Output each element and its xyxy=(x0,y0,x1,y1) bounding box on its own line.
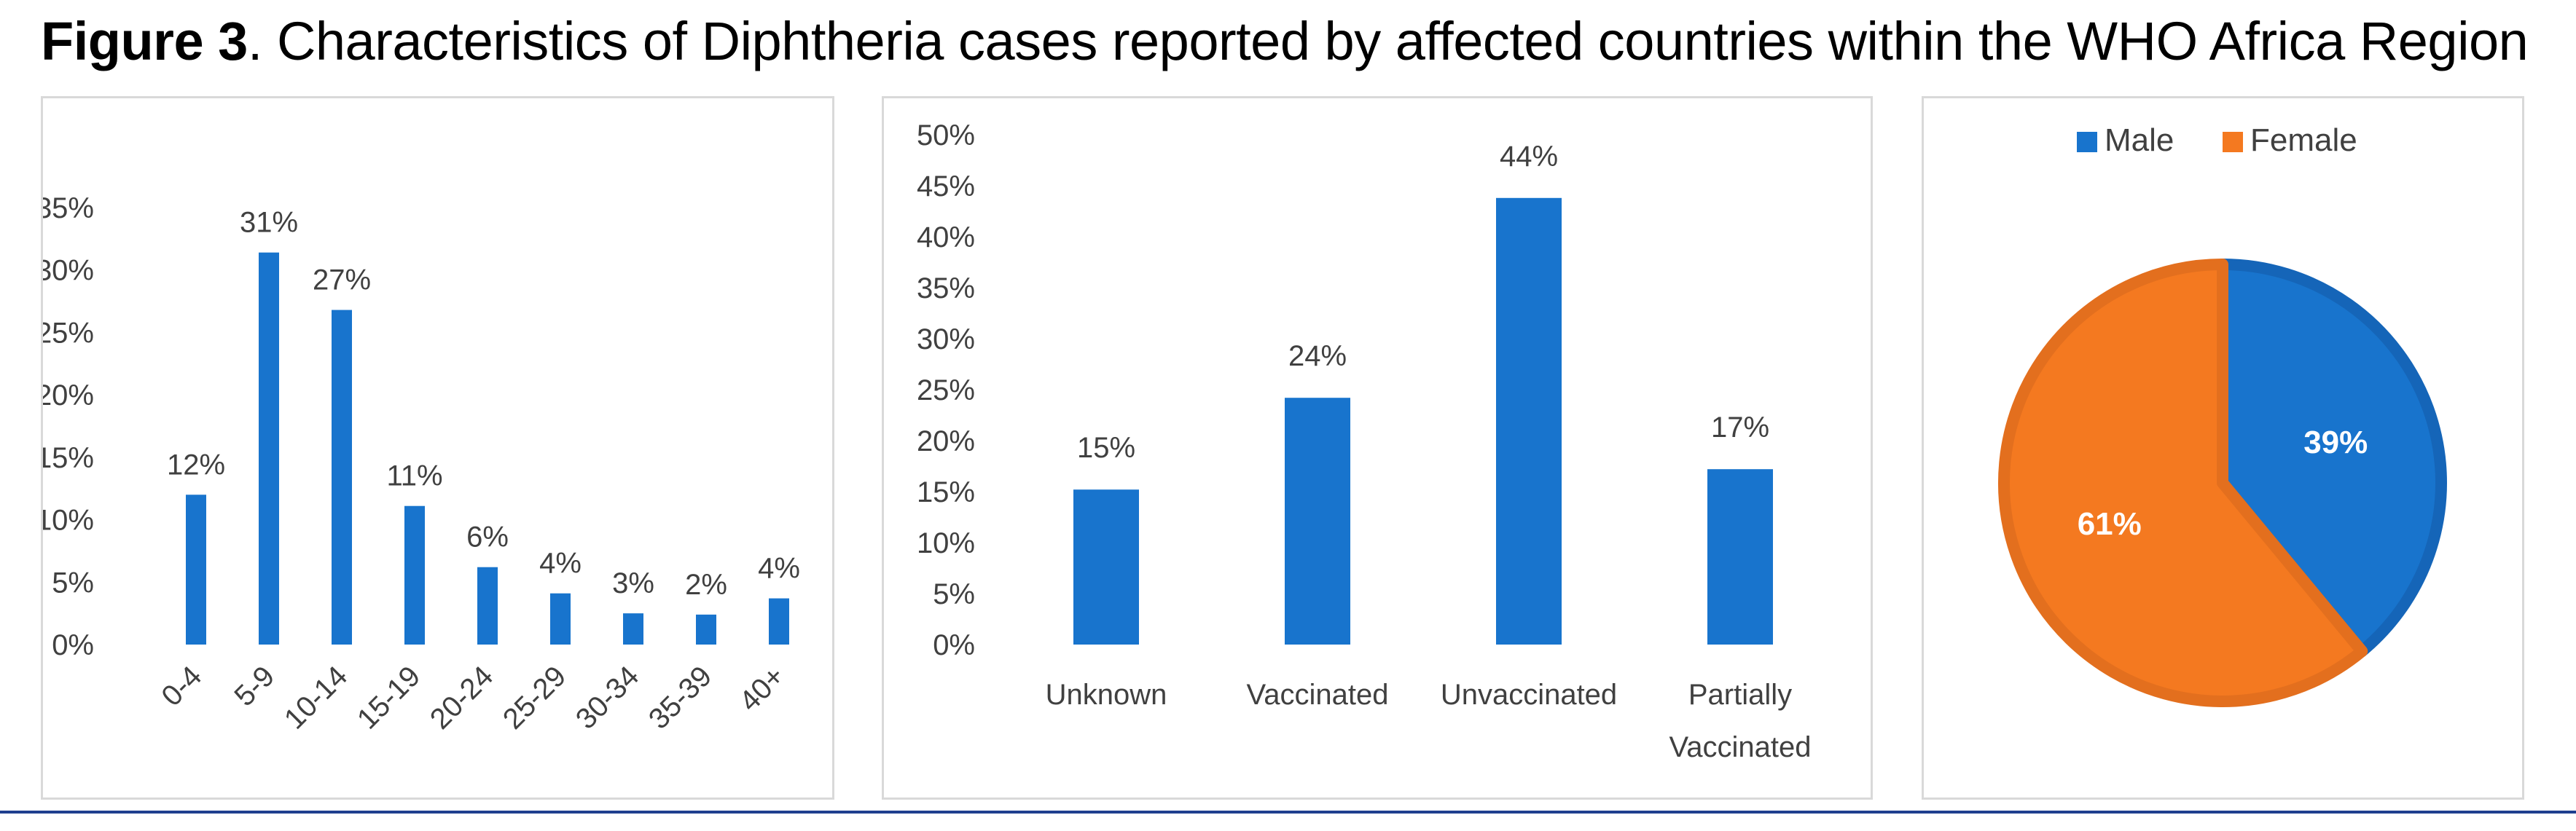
x-tick-label: 35-39 xyxy=(643,660,718,735)
y-tick-label: 0% xyxy=(933,629,975,661)
x-tick-label: Unknown xyxy=(1046,679,1167,711)
legend-swatch xyxy=(2223,132,2243,152)
x-tick-label: Vaccinated xyxy=(1669,731,1812,763)
y-tick-label: 10% xyxy=(917,527,975,559)
y-tick-label: 20% xyxy=(917,425,975,457)
pie-slice xyxy=(1998,259,2368,707)
data-label: 6% xyxy=(466,521,509,554)
data-label: 12% xyxy=(167,449,225,481)
y-tick-label: 25% xyxy=(43,317,94,349)
legend-swatch xyxy=(2077,132,2097,152)
x-tick-label: Vaccinated xyxy=(1247,679,1389,711)
legend-label: Male xyxy=(2105,122,2174,158)
figure-caption: . Characteristics of Diphtheria cases re… xyxy=(247,11,2529,71)
x-tick-label: 30-34 xyxy=(570,660,645,735)
data-label: 24% xyxy=(1288,340,1347,372)
bar xyxy=(623,613,643,645)
y-tick-label: 30% xyxy=(917,323,975,355)
bar xyxy=(1707,469,1773,645)
data-label: 31% xyxy=(240,207,298,239)
data-label: 4% xyxy=(758,553,800,585)
data-label: 2% xyxy=(685,569,727,601)
age-group-chart-panel: 0% 5% 10% 15% 20% 25% 30% 35% 12% 0-4 31% 5-9 27% 10-… xyxy=(41,96,834,800)
figure-label: Figure 3 xyxy=(41,11,248,71)
x-tick-label: 40+ xyxy=(733,660,791,717)
x-tick-label: Unvaccinated xyxy=(1441,679,1617,711)
x-tick-label: Partially xyxy=(1688,679,1792,711)
y-tick-label: 10% xyxy=(43,505,94,537)
age-group-bar-chart: 0% 5% 10% 15% 20% 25% 30% 35% 12% 0-4 31% 5-9 27% 10-… xyxy=(43,192,800,736)
bar xyxy=(1496,197,1562,645)
pie-data-label: 39% xyxy=(2303,425,2368,460)
pie-data-label: 61% xyxy=(2078,506,2142,542)
vaccination-chart-panel: 0% 5% 10% 15% 20% 25% 30% 35% 40% 45% 50% 15% Unknow… xyxy=(882,96,1873,800)
y-tick-label: 45% xyxy=(917,170,975,202)
bar xyxy=(1073,489,1139,645)
y-tick-label: 15% xyxy=(43,442,94,474)
bar xyxy=(259,252,279,645)
y-tick-label: 25% xyxy=(917,374,975,406)
bar xyxy=(186,495,206,645)
bar xyxy=(477,567,498,645)
y-tick-label: 5% xyxy=(52,567,94,599)
data-label: 27% xyxy=(313,264,371,296)
bar xyxy=(1285,398,1350,645)
y-tick-label: 5% xyxy=(933,578,975,610)
bottom-rule xyxy=(0,811,2576,814)
y-tick-label: 20% xyxy=(43,379,94,411)
data-label: 4% xyxy=(539,548,582,580)
y-tick-label: 35% xyxy=(917,272,975,304)
bar xyxy=(404,505,425,645)
data-label: 44% xyxy=(1500,141,1558,173)
x-tick-label: 15-19 xyxy=(351,660,426,735)
bar xyxy=(550,593,571,645)
x-tick-label: 10-14 xyxy=(278,660,353,735)
pie-slice xyxy=(2217,259,2447,658)
sex-chart-panel: Male Female 39% 61% xyxy=(1922,96,2524,800)
vaccination-status-bar-chart: 0% 5% 10% 15% 20% 25% 30% 35% 40% 45% 50% 15% Unknow… xyxy=(917,119,1812,763)
data-label: 11% xyxy=(386,460,442,492)
bar xyxy=(332,310,352,645)
data-label: 3% xyxy=(612,567,654,599)
y-tick-label: 40% xyxy=(917,221,975,253)
y-tick-label: 30% xyxy=(43,255,94,287)
figure-title: Figure 3. Characteristics of Diphtheria … xyxy=(41,10,2555,72)
x-tick-label: 20-24 xyxy=(424,660,499,735)
x-tick-label: 25-29 xyxy=(497,660,572,735)
y-tick-label: 15% xyxy=(917,476,975,508)
data-label: 15% xyxy=(1077,432,1135,464)
legend-label: Female xyxy=(2250,122,2357,158)
y-tick-label: 0% xyxy=(52,629,94,661)
y-tick-label: 50% xyxy=(917,119,975,151)
sex-pie-chart: Male Female 39% 61% xyxy=(1998,122,2447,707)
y-tick-label: 35% xyxy=(43,192,94,224)
bar xyxy=(696,614,716,645)
data-label: 17% xyxy=(1711,411,1769,444)
bar xyxy=(769,598,789,645)
x-tick-label: 5-9 xyxy=(228,660,281,712)
x-tick-label: 0-4 xyxy=(155,660,208,712)
